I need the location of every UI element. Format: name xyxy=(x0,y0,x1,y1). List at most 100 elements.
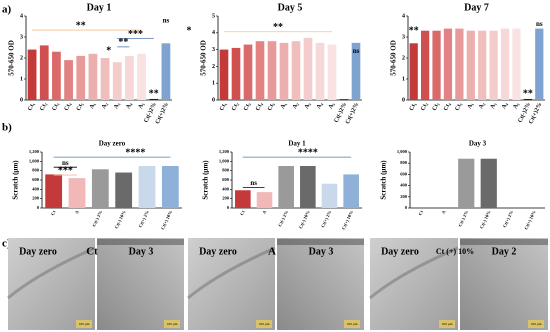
micrograph-label: Ct (+) 10% xyxy=(436,247,474,256)
x-tick-label: A₁ xyxy=(280,102,288,110)
scratch-edge xyxy=(7,246,96,300)
x-tick-label: Ct₁ xyxy=(219,102,228,112)
bar xyxy=(489,30,498,101)
scale-bar xyxy=(344,320,360,328)
significance-label: ns xyxy=(536,20,543,28)
x-tick-label: Ct(-) 2% xyxy=(277,209,289,227)
x-tick-label: Ct(-) 10% xyxy=(298,209,311,229)
scale-bar-label: 100 µm xyxy=(347,322,358,326)
x-tick-label: Ct₁ xyxy=(409,102,418,112)
bar xyxy=(339,99,349,100)
bar xyxy=(278,166,294,208)
scale-bar xyxy=(528,320,544,328)
bar xyxy=(231,47,241,100)
bar xyxy=(343,174,359,208)
y-tick-label: 0 xyxy=(20,97,23,103)
significance-label: *** xyxy=(58,165,73,176)
scale-bar-label: 100 µm xyxy=(531,322,542,326)
x-tick-label: A₂ xyxy=(101,102,109,110)
y-tick-label: 200 xyxy=(400,194,408,199)
scratch-edge xyxy=(369,246,459,300)
micrograph xyxy=(277,238,364,330)
bar xyxy=(68,178,86,208)
bar xyxy=(321,183,338,208)
significance-label: ns xyxy=(163,17,170,25)
bar xyxy=(421,30,430,101)
y-tick-label: 0 xyxy=(405,205,408,210)
bar xyxy=(243,44,253,100)
scratch-edge xyxy=(187,246,276,300)
x-tick-label: Ct₃ xyxy=(52,102,61,112)
x-tick-label: Ct₂ xyxy=(39,102,48,112)
significance-label: **** xyxy=(125,147,145,158)
chart-title: Day 7 xyxy=(464,2,489,13)
y-tick-label: 1 xyxy=(212,81,215,87)
bar xyxy=(138,166,156,208)
bar xyxy=(300,166,316,208)
bar xyxy=(455,28,464,101)
y-tick-label: 3 xyxy=(212,47,215,53)
bar xyxy=(88,53,98,100)
bar xyxy=(235,190,251,208)
bar xyxy=(137,53,146,100)
bar xyxy=(161,43,171,100)
y-axis-label: Scratch (µm) xyxy=(12,160,20,200)
x-tick-label: A₃ xyxy=(490,102,498,110)
y-tick-label: 1,200 xyxy=(219,149,230,154)
bar xyxy=(512,28,521,101)
y-axis-label: Scratch (µm) xyxy=(202,160,210,200)
y-axis-label: 570-650 OD xyxy=(8,40,16,76)
bar xyxy=(291,41,301,100)
x-tick-label: Ct(+) 2% xyxy=(138,209,150,228)
significance-label: ** xyxy=(273,22,283,33)
bar xyxy=(535,28,544,101)
x-tick-label: A xyxy=(261,209,267,215)
x-tick-label: A₃ xyxy=(304,102,312,110)
y-axis-label: 570-650 OD xyxy=(390,40,398,76)
x-tick-label: Ct(+) 10% xyxy=(341,209,354,230)
y-tick-label: 600 xyxy=(222,177,230,182)
y-tick-label: 2 xyxy=(20,55,23,61)
y-tick-label: 200 xyxy=(222,196,230,201)
x-tick-label: Ct xyxy=(50,209,57,216)
y-tick-label: 800 xyxy=(400,160,408,165)
bar xyxy=(267,41,277,100)
y-tick-label: 600 xyxy=(32,177,40,182)
bar xyxy=(100,58,110,100)
y-tick-label: 4 xyxy=(20,13,23,19)
bar xyxy=(480,158,497,208)
x-tick-label: Ct₅ xyxy=(455,102,464,112)
significance-label: ** xyxy=(76,20,86,31)
scale-bar-label: 100 µm xyxy=(167,322,178,326)
x-tick-label: Ct₄ xyxy=(255,102,264,112)
bar xyxy=(161,166,179,208)
y-tick-label: 2 xyxy=(402,55,405,61)
scale-bar xyxy=(76,320,92,328)
micrograph xyxy=(460,238,548,330)
x-tick-label: A xyxy=(441,209,447,215)
x-tick-label: Ct(+) 2% xyxy=(320,209,332,228)
y-axis-label: 570-650 OD xyxy=(200,40,208,76)
bar xyxy=(443,28,453,101)
y-tick-label: 3 xyxy=(402,34,405,40)
y-tick-label: 1,000 xyxy=(29,158,40,163)
bar xyxy=(279,42,289,100)
significance-label: ** xyxy=(409,25,419,36)
bar xyxy=(219,49,229,100)
bar xyxy=(52,51,61,100)
y-tick-label: 0 xyxy=(212,97,215,103)
micrograph-label: Day 2 xyxy=(492,246,517,257)
chart-title: Day 1 xyxy=(87,2,112,13)
bar xyxy=(39,45,49,100)
micrograph-label: Day 3 xyxy=(129,246,154,257)
significance-label: ** xyxy=(118,37,128,48)
bar xyxy=(327,44,337,100)
x-tick-label: Ct₄ xyxy=(64,102,73,112)
x-tick-label: Ct(-) 2% xyxy=(91,209,103,227)
y-tick-label: 200 xyxy=(32,196,40,201)
x-tick-label: Ct xyxy=(239,209,246,216)
x-tick-label: A₂ xyxy=(478,102,486,110)
micrograph-label: Day zero xyxy=(19,246,57,257)
significance-label: *** xyxy=(128,29,143,40)
